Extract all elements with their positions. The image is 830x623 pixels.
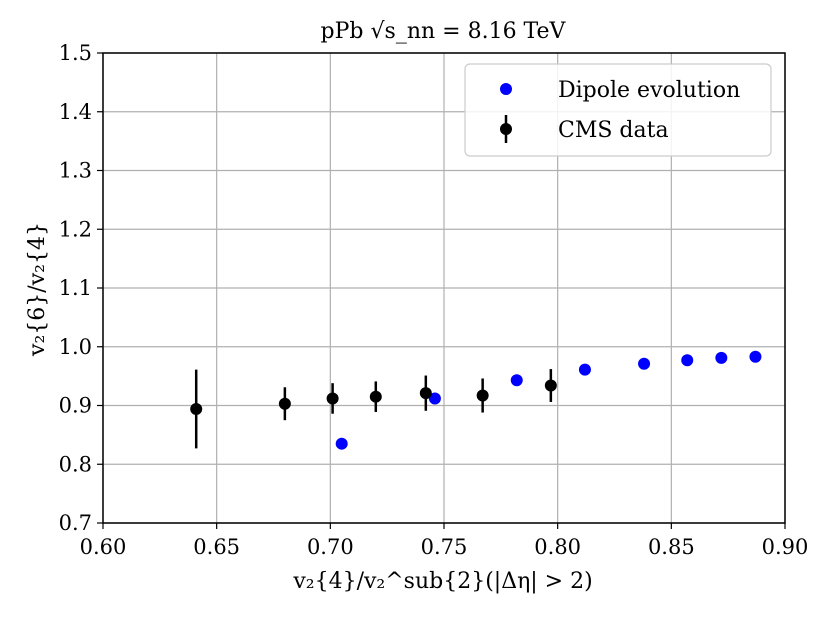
legend: Dipole evolution CMS data (464, 63, 772, 157)
dipole-evolution-point (681, 354, 694, 367)
y-tick-label: 1.4 (59, 100, 92, 124)
y-tick-label: 0.8 (59, 452, 92, 476)
y-tick-label: 0.9 (59, 394, 92, 418)
y-tick-label: 1.2 (59, 217, 92, 241)
x-tick-label: 0.75 (421, 535, 468, 559)
y-tick-label: 1.3 (59, 159, 92, 183)
dipole-evolution-point (715, 351, 728, 364)
cms-data-point (544, 379, 557, 392)
dipole-evolution-point (428, 392, 441, 405)
x-tick-label: 0.65 (193, 535, 240, 559)
cms-data-point (476, 389, 489, 402)
x-tick-label: 0.85 (648, 535, 695, 559)
cms-data-point (278, 397, 291, 410)
axis-ticks: 0.60 0.65 0.70 0.75 0.80 0.85 0.90 0.7 0.8 0.9 1.0… (59, 41, 809, 559)
x-tick-label: 0.80 (534, 535, 581, 559)
legend-box (464, 63, 772, 157)
x-tick-label: 0.60 (80, 535, 127, 559)
cms-data-point (190, 403, 203, 416)
dipole-evolution-point (510, 374, 523, 387)
x-tick-label: 0.70 (307, 535, 354, 559)
x-axis-label: v₂{4}/v₂^sub{2}(|Δη| > 2) (292, 569, 592, 594)
x-tick-label: 0.90 (762, 535, 809, 559)
cms-data-point (419, 387, 432, 400)
y-tick-label: 1.0 (59, 335, 92, 359)
legend-label-cms: CMS data (558, 118, 669, 143)
dipole-evolution-point (749, 350, 762, 363)
data-points (190, 350, 762, 450)
legend-label-dipole: Dipole evolution (558, 78, 740, 103)
dipole-evolution-point (638, 357, 651, 370)
cms-data-point (326, 392, 339, 405)
chart-title: pPb √s_nn = 8.16 TeV (321, 19, 567, 44)
dipole-evolution-point (578, 363, 591, 376)
y-tick-label: 0.7 (59, 511, 92, 535)
cms-data-point (369, 390, 382, 403)
y-tick-label: 1.1 (59, 276, 92, 300)
legend-marker-cms (500, 123, 512, 135)
y-axis-label: v₂{6}/v₂{4} (25, 222, 50, 357)
error-bars (194, 369, 553, 449)
dipole-evolution-point (335, 437, 348, 450)
legend-marker-dipole (500, 83, 512, 95)
y-tick-label: 1.5 (59, 41, 92, 65)
